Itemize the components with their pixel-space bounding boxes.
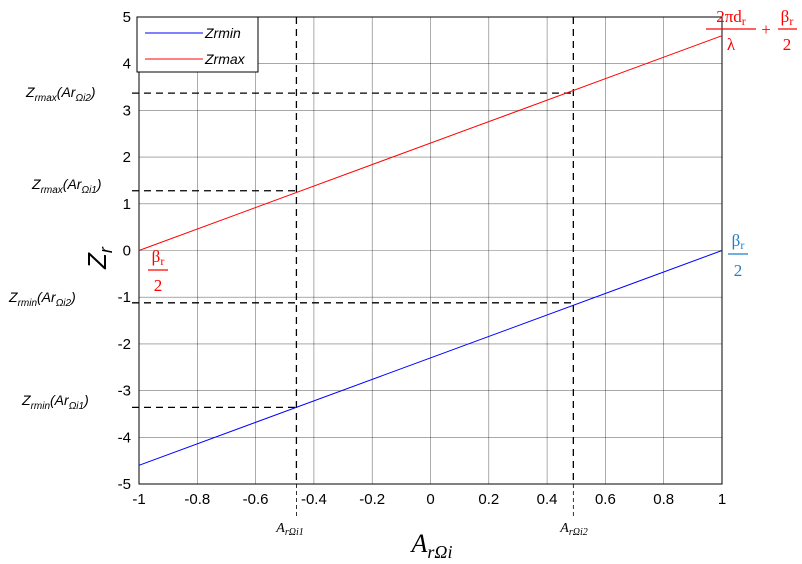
- formula-red-den: 2: [154, 276, 163, 295]
- formula-num2: βr: [781, 7, 794, 28]
- x-tick-label: 0: [426, 491, 434, 508]
- legend: Zrmin Zrmax: [136, 16, 259, 73]
- y-tick-label: 3: [123, 102, 131, 119]
- x-tick-label: 0.8: [653, 491, 674, 508]
- y-tick-label: -1: [118, 289, 131, 306]
- y-tick-label: -3: [118, 383, 131, 400]
- y-tick-label: -5: [118, 476, 131, 493]
- formula-top-right: 2πdr λ + βr 2: [706, 7, 797, 54]
- y-tick-label: 5: [123, 9, 131, 26]
- vmarker-label-2: ArΩi2: [559, 521, 587, 538]
- formula-den1: λ: [727, 35, 736, 54]
- x-tick-label: -0.2: [359, 491, 385, 508]
- series-line-zrmax: [138, 35, 723, 251]
- formula-red-num: βr: [152, 247, 165, 268]
- series-lines: [138, 35, 723, 466]
- x-tick-label: -0.8: [184, 491, 210, 508]
- x-tick-label: 0.2: [478, 491, 499, 508]
- y-tick-label: 0: [123, 243, 131, 260]
- grid-lines: [138, 16, 723, 485]
- tick-labels: -1 -0.8 -0.6 -0.4 -0.2 0 0.2 0.4 0.6 0.8 1 5 4 3 2 1 0 -1…: [118, 9, 727, 508]
- formula-blue-den: 2: [734, 261, 743, 280]
- hmarker-label-rmin-i1: Zrmin(ArΩi1): [21, 392, 89, 412]
- dashed-marker-lines: [132, 17, 574, 516]
- y-tick-label: -2: [118, 336, 131, 353]
- legend-label-zrmin: Zrmin: [204, 25, 241, 41]
- hmarker-label-rmax-i1: Zrmax(ArΩi1): [31, 176, 102, 196]
- formula-den2: 2: [783, 35, 792, 54]
- legend-label-zrmax: Zrmax: [204, 51, 246, 67]
- x-tick-label: -1: [132, 491, 145, 508]
- x-tick-label: -0.4: [301, 491, 327, 508]
- legend-box: [136, 16, 259, 73]
- x-tick-label: 0.6: [595, 491, 616, 508]
- y-tick-label: 1: [123, 196, 131, 213]
- hmarker-label-rmax-i2: Zrmax(ArΩi2): [25, 84, 96, 104]
- formula-num1: 2πdr: [716, 7, 746, 28]
- y-tick-label: 4: [123, 56, 131, 73]
- vmarker-label-1: ArΩi1: [275, 521, 303, 538]
- formula-blue-num: βr: [732, 231, 745, 252]
- formula-beta-half-red: βr 2: [148, 247, 168, 295]
- x-tick-label: 0.4: [537, 491, 558, 508]
- x-axis-label: ArΩi: [410, 529, 453, 562]
- y-tick-label: 2: [123, 149, 131, 166]
- formula-beta-half-blue: βr 2: [728, 231, 748, 280]
- formula-plus: +: [761, 20, 771, 39]
- x-tick-label: -0.6: [243, 491, 269, 508]
- series-line-zrmin: [138, 250, 723, 466]
- x-tick-label: 1: [718, 491, 726, 508]
- hmarker-label-rmin-i2: Zrmin(ArΩi2): [8, 289, 76, 309]
- y-axis-label: Zr: [82, 246, 116, 270]
- y-tick-label: -4: [118, 429, 131, 446]
